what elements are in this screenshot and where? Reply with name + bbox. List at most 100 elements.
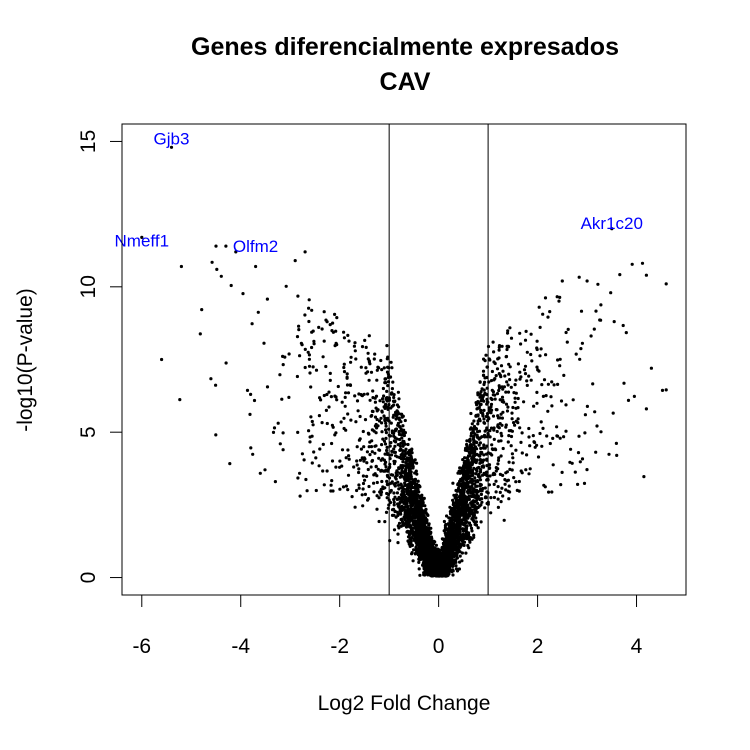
data-point — [429, 569, 434, 573]
data-point — [505, 347, 509, 352]
data-point — [524, 468, 528, 472]
data-point — [458, 494, 462, 498]
data-point — [344, 391, 348, 395]
data-point — [454, 494, 458, 498]
data-point — [507, 484, 511, 488]
data-point — [500, 434, 504, 438]
data-point — [400, 468, 404, 473]
data-point — [422, 546, 427, 550]
data-point — [506, 383, 510, 387]
data-point — [214, 244, 218, 248]
data-point — [482, 408, 486, 412]
data-point — [415, 540, 419, 545]
data-point — [474, 460, 478, 465]
data-point — [385, 357, 389, 361]
data-point — [477, 401, 481, 405]
data-point — [410, 527, 414, 531]
data-point — [296, 476, 300, 480]
data-point — [458, 554, 462, 558]
data-point — [385, 448, 389, 453]
data-point — [468, 540, 472, 544]
data-point — [497, 348, 501, 352]
data-point — [399, 465, 403, 470]
data-point — [611, 411, 615, 415]
x-tick-label: -4 — [231, 635, 250, 658]
data-point — [488, 435, 492, 439]
data-point — [470, 479, 475, 483]
data-point — [392, 393, 396, 397]
data-point — [466, 483, 470, 487]
data-point — [492, 495, 496, 500]
data-point — [297, 328, 301, 332]
data-point — [518, 426, 522, 430]
data-point — [304, 477, 308, 482]
data-point — [430, 551, 434, 555]
data-point — [562, 435, 566, 439]
data-point — [498, 472, 502, 476]
data-point — [594, 309, 598, 313]
data-point — [466, 513, 470, 517]
data-point — [478, 482, 482, 486]
data-point — [375, 417, 379, 422]
data-point — [524, 329, 528, 333]
data-point — [473, 482, 477, 486]
data-point — [385, 396, 389, 400]
data-point — [382, 439, 387, 443]
data-point — [461, 458, 465, 462]
data-point — [366, 351, 370, 355]
data-point — [300, 343, 304, 347]
data-point — [479, 399, 483, 403]
data-point — [596, 282, 600, 286]
data-point — [494, 469, 498, 473]
data-point — [502, 400, 506, 404]
x-tick-label: 0 — [433, 635, 445, 658]
data-point — [395, 403, 399, 407]
data-point — [440, 564, 444, 568]
data-point — [466, 476, 470, 480]
data-point — [542, 378, 547, 382]
data-point — [403, 518, 407, 522]
data-point — [402, 500, 406, 504]
data-point — [344, 428, 348, 432]
data-point — [367, 359, 371, 363]
data-point — [298, 471, 302, 475]
data-point — [451, 573, 455, 577]
data-point — [317, 414, 321, 418]
data-point — [405, 489, 409, 493]
data-point — [392, 503, 396, 507]
data-point — [519, 342, 523, 346]
data-point — [376, 408, 380, 412]
data-point — [302, 458, 306, 462]
data-point — [535, 365, 539, 369]
data-point — [460, 491, 464, 495]
data-point — [373, 400, 377, 404]
data-point — [360, 394, 364, 398]
data-point — [552, 383, 556, 387]
data-point — [496, 505, 500, 509]
data-point — [621, 323, 625, 328]
data-point — [527, 435, 531, 439]
data-point — [307, 357, 311, 361]
data-point — [445, 527, 449, 531]
data-point — [369, 465, 373, 469]
data-point — [456, 502, 460, 506]
data-point — [375, 480, 379, 485]
data-point — [318, 396, 322, 400]
data-point — [441, 553, 445, 557]
data-point — [390, 387, 394, 391]
data-point — [406, 530, 410, 534]
data-point — [520, 471, 524, 475]
data-point — [325, 392, 329, 397]
data-point — [494, 490, 498, 494]
data-point — [368, 398, 372, 402]
data-point — [564, 403, 568, 407]
data-point — [577, 275, 581, 279]
data-point — [378, 448, 382, 452]
data-point — [482, 443, 486, 447]
data-point — [249, 446, 253, 450]
data-point — [409, 499, 413, 504]
data-point — [550, 380, 554, 384]
data-point — [461, 486, 465, 490]
data-point — [474, 520, 478, 524]
data-point — [432, 539, 436, 543]
